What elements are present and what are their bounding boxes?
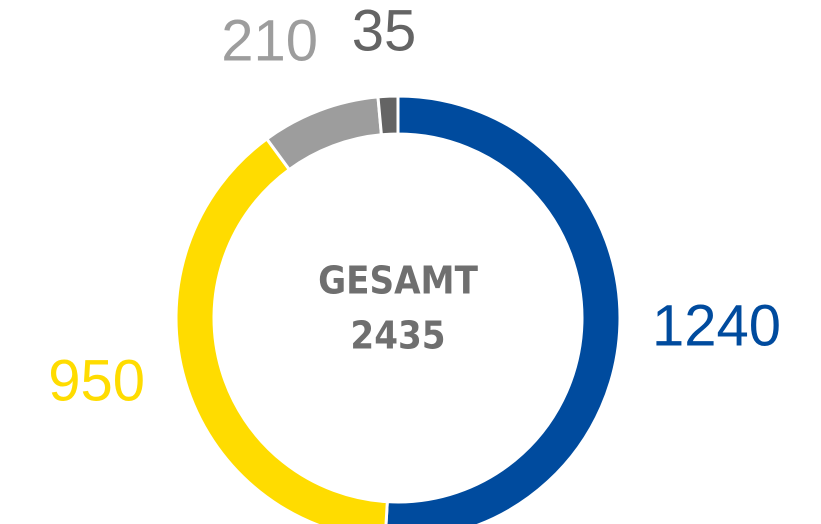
value-label: 950 [48,348,145,413]
value-label: 35 [352,0,417,63]
value-label: 1240 [652,293,781,358]
donut-segment [264,95,384,172]
value-label: 210 [221,8,318,73]
donut-segment [384,94,622,524]
center-total: 2435 [350,314,445,358]
center-label: GESAMT [318,259,479,303]
donut-segment [376,94,400,137]
